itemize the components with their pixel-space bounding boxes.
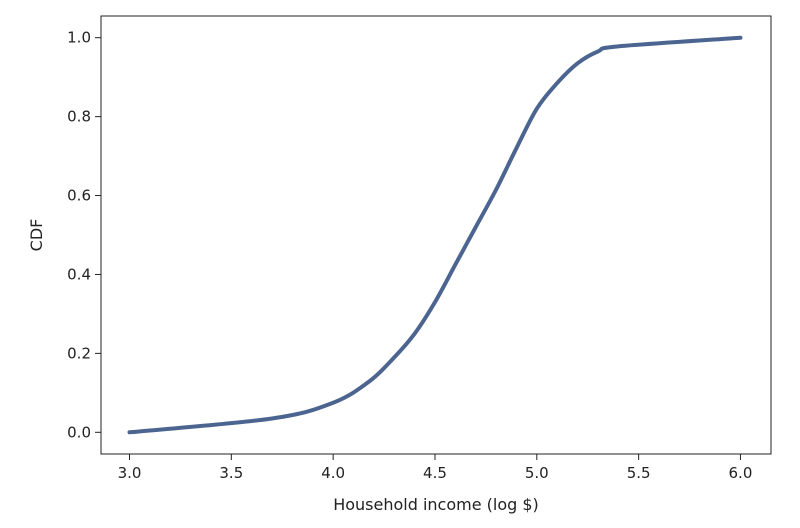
y-tick-label: 0.6 (67, 187, 91, 205)
series-layer (127, 35, 743, 435)
x-tick-label: 5.5 (627, 464, 651, 482)
x-tick-label: 6.0 (729, 464, 753, 482)
x-tick-label: 3.5 (219, 464, 243, 482)
y-tick-label: 1.0 (67, 29, 91, 47)
x-axis-label: Household income (log $) (333, 495, 539, 514)
plot-area (100, 15, 772, 455)
y-axis-label: CDF (27, 219, 46, 252)
y-tick-label: 0.4 (67, 265, 91, 283)
y-tick-label: 0.2 (67, 344, 91, 362)
x-tick-label: 4.5 (423, 464, 447, 482)
y-axis-ticks: 0.0 0.2 0.4 0.6 0.8 1.0 (67, 29, 101, 441)
y-tick-label: 0.8 (67, 108, 91, 126)
y-tick-label: 0.0 (67, 423, 91, 441)
x-axis-ticks: 3.0 3.5 4.0 4.5 5.0 5.5 6.0 (118, 454, 753, 482)
x-tick-label: 4.0 (321, 464, 345, 482)
cdf-line (127, 35, 743, 435)
x-tick-label: 5.0 (525, 464, 549, 482)
x-tick-label: 3.0 (118, 464, 142, 482)
